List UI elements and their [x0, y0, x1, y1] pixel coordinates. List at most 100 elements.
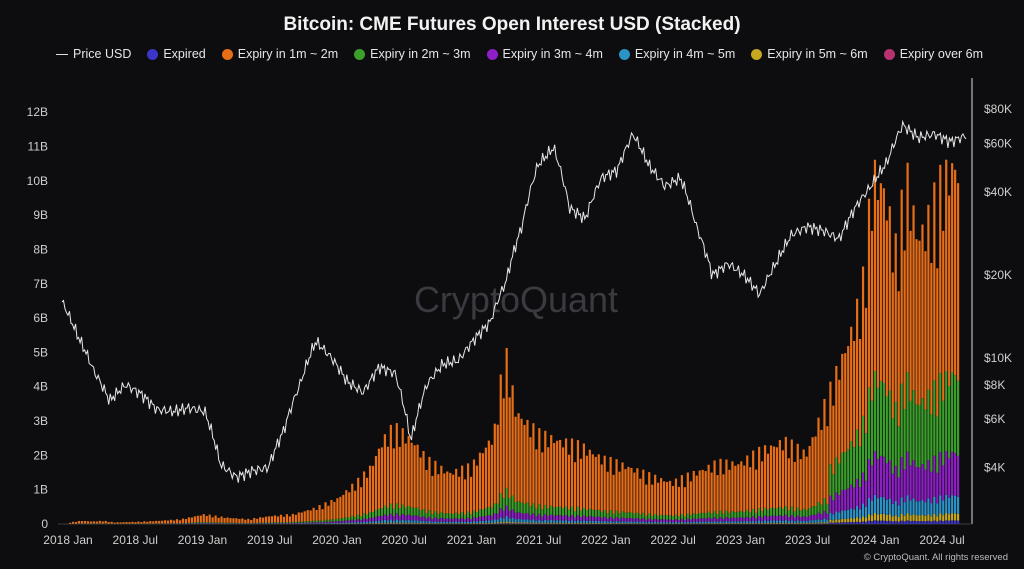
- oi-bar-segment: [713, 521, 716, 524]
- oi-bar-segment: [683, 522, 686, 524]
- oi-bar-segment: [802, 449, 805, 509]
- watermark-text: CryptoQuant: [414, 279, 618, 320]
- oi-bar-segment: [431, 514, 434, 519]
- oi-bar-segment: [357, 477, 360, 515]
- oi-bar-segment: [591, 454, 594, 510]
- oi-bar-segment: [704, 518, 707, 522]
- oi-bar-segment: [318, 505, 321, 521]
- oi-bar-segment: [392, 508, 395, 517]
- oi-bar-segment: [214, 515, 217, 523]
- oi-bar-segment: [704, 513, 707, 519]
- oi-bar-segment: [737, 511, 740, 518]
- oi-bar-segment: [793, 461, 796, 512]
- oi-bar-segment: [336, 522, 339, 524]
- oi-bar-segment: [826, 513, 829, 520]
- legend-item[interactable]: Expiry over 6m: [883, 47, 983, 61]
- oi-bar-segment: [452, 521, 455, 524]
- oi-bar-segment: [882, 520, 885, 524]
- oi-bar-segment: [419, 523, 422, 524]
- oi-bar-segment: [778, 522, 782, 524]
- oi-bar-segment: [864, 433, 868, 481]
- oi-bar-segment: [345, 517, 348, 521]
- oi-bar-segment: [416, 522, 419, 524]
- oi-bar-segment: [579, 521, 583, 524]
- oi-bar-segment: [484, 508, 487, 516]
- oi-bar-segment: [256, 518, 259, 523]
- oi-bar-segment: [502, 498, 505, 511]
- oi-bar-segment: [431, 521, 434, 524]
- oi-bar-segment: [942, 400, 945, 466]
- oi-bar-segment: [858, 338, 862, 447]
- legend-item[interactable]: Expiry in 4m ~ 5m: [618, 47, 735, 61]
- oi-bar-segment: [342, 522, 345, 524]
- oi-bar-segment: [461, 465, 464, 513]
- oi-bar-segment: [172, 520, 176, 524]
- oi-bar-segment: [181, 522, 185, 524]
- oi-bar-segment: [909, 230, 912, 401]
- oi-bar-segment: [532, 523, 535, 524]
- oi-bar-segment: [817, 502, 820, 513]
- oi-bar-segment: [755, 523, 758, 524]
- oi-bar-segment: [422, 520, 425, 523]
- x-tick-label: 2024 Jul: [919, 533, 964, 547]
- oi-bar-segment: [493, 513, 496, 520]
- y-left-tick-label: 3B: [33, 414, 48, 428]
- oi-bar-segment: [300, 521, 303, 523]
- oi-bar-segment: [832, 474, 835, 501]
- oi-bar-segment: [532, 519, 535, 523]
- oi-bar-segment: [728, 512, 731, 519]
- oi-bar-segment: [853, 518, 856, 523]
- oi-bar-segment: [939, 164, 942, 374]
- oi-bar-segment: [342, 494, 345, 519]
- legend-item[interactable]: Expiry in 2m ~ 3m: [354, 47, 471, 61]
- legend-label: Price USD: [73, 47, 132, 61]
- oi-bar-segment: [945, 494, 948, 514]
- oi-bar-segment: [446, 513, 449, 519]
- oi-bar-segment: [820, 504, 823, 515]
- oi-bar-segment: [948, 497, 951, 515]
- legend-item[interactable]: Expired: [147, 47, 206, 61]
- oi-bar-segment: [282, 522, 286, 524]
- oi-bar-segment: [330, 519, 333, 522]
- oi-bar-segment: [440, 523, 443, 524]
- oi-bar-segment: [698, 513, 701, 519]
- legend-item[interactable]: Price USD: [56, 47, 131, 61]
- legend-item[interactable]: Expiry in 3m ~ 4m: [486, 47, 603, 61]
- oi-bar-segment: [936, 521, 939, 524]
- oi-bar-segment: [101, 521, 104, 524]
- oi-bar-segment: [677, 486, 681, 517]
- oi-bar-segment: [591, 509, 594, 517]
- oi-bar-segment: [749, 467, 752, 513]
- legend-swatch: [221, 48, 233, 60]
- legend-item[interactable]: Expiry in 1m ~ 2m: [221, 47, 338, 61]
- oi-bar-segment: [523, 519, 526, 523]
- legend-item[interactable]: Expiry in 5m ~ 6m: [751, 47, 868, 61]
- oi-bar-segment: [514, 522, 517, 524]
- oi-bar-segment: [642, 518, 645, 522]
- oi-bar-segment: [772, 446, 776, 509]
- oi-bar-segment: [505, 523, 508, 524]
- oi-bar-segment: [407, 522, 410, 524]
- oi-bar-segment: [725, 517, 728, 522]
- oi-bar-segment: [478, 509, 482, 517]
- oi-bar-segment: [876, 520, 880, 524]
- oi-bar-segment: [758, 508, 761, 516]
- oi-bar-segment: [921, 398, 924, 465]
- oi-bar-segment: [731, 521, 734, 524]
- oi-bar-segment: [775, 508, 779, 516]
- oi-bar-segment: [380, 522, 384, 524]
- oi-bar-segment: [746, 520, 749, 523]
- oi-bar-segment: [787, 510, 790, 518]
- oi-bar-segment: [861, 415, 865, 473]
- oi-bar-segment: [657, 519, 660, 523]
- oi-bar-segment: [921, 464, 924, 501]
- oi-bar-segment: [594, 516, 597, 521]
- oi-bar-segment: [443, 523, 446, 524]
- oi-bar-segment: [324, 523, 327, 524]
- oi-bar-segment: [597, 516, 600, 521]
- oi-bar-segment: [443, 521, 446, 524]
- oi-bar-segment: [615, 523, 618, 524]
- oi-bar-segment: [419, 517, 422, 522]
- oi-bar-segment: [645, 515, 648, 520]
- oi-bar-segment: [458, 519, 461, 522]
